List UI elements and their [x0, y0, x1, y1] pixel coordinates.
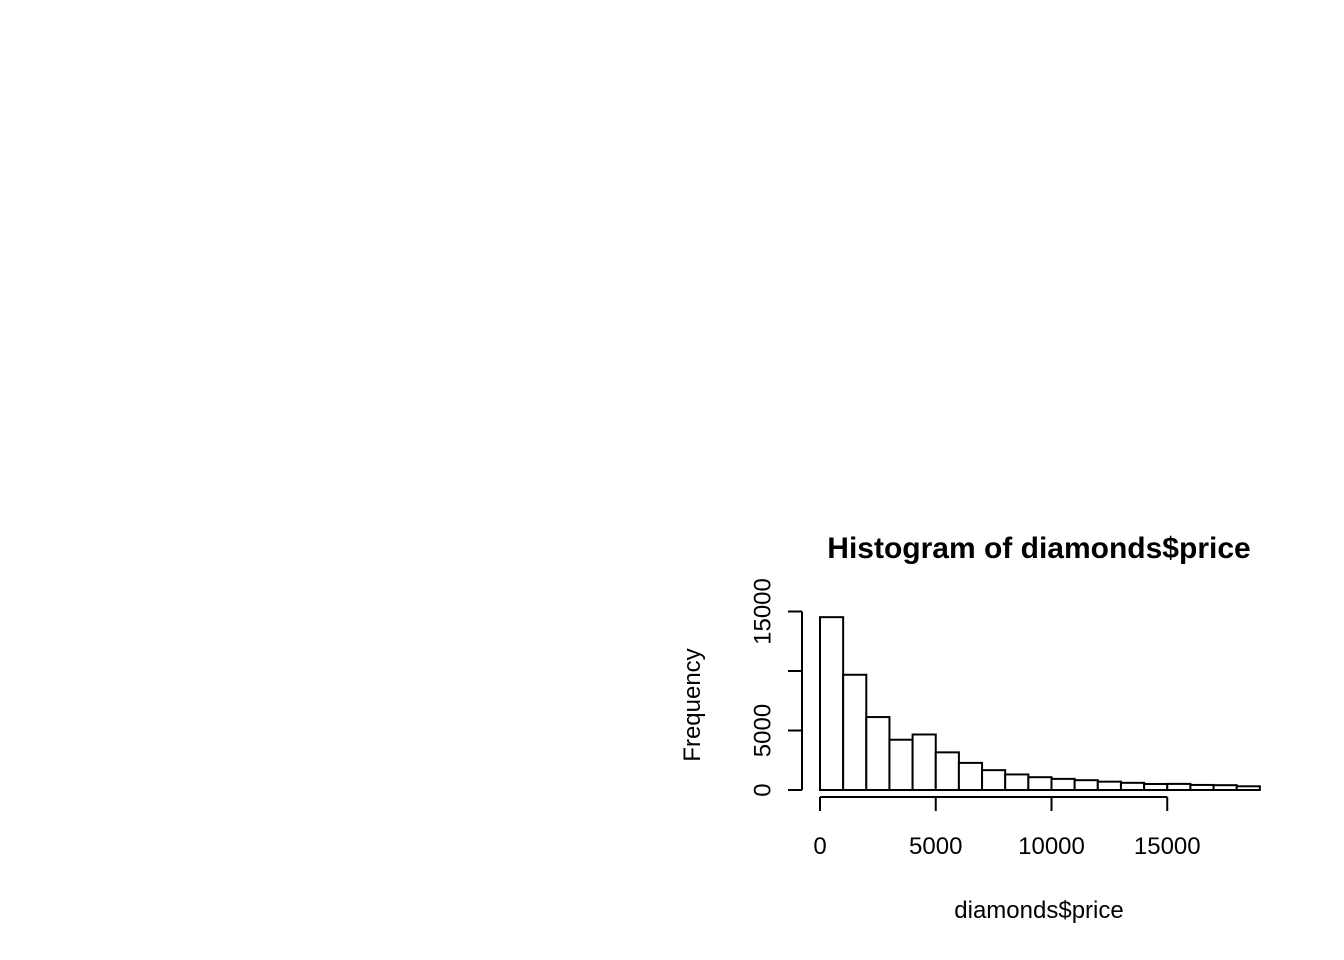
x-tick-label-3: 15000 [1134, 833, 1201, 860]
histogram-bar-1 [842, 673, 868, 791]
histogram-bar-6 [957, 761, 984, 791]
x-axis-ticks: 0 5000 10000 15000 [813, 797, 1201, 860]
histogram-bar-10 [1050, 777, 1076, 791]
y-axis-ticks: 0 5000 15000 [749, 578, 802, 797]
histogram-bar-8 [1004, 773, 1030, 792]
y-axis: 0 5000 15000 [749, 578, 803, 797]
chart-title: Histogram of diamonds$price [827, 532, 1250, 565]
histogram-bar-5 [934, 751, 960, 791]
histogram-bar-2 [865, 716, 891, 791]
histogram-bar-16 [1189, 783, 1215, 792]
x-tick-label-1: 5000 [909, 833, 962, 860]
x-tick-label-2: 10000 [1018, 833, 1085, 860]
histogram-bar-4 [911, 733, 937, 792]
histogram-bar-18 [1235, 785, 1261, 791]
histogram-bar-13 [1119, 781, 1146, 791]
histogram-bar-17 [1212, 784, 1238, 791]
histogram-bar-15 [1166, 782, 1192, 792]
x-tick-label-0: 0 [813, 833, 826, 860]
histogram-bars [819, 616, 1261, 792]
histogram-bar-14 [1143, 783, 1169, 791]
histogram-bar-9 [1027, 776, 1053, 792]
y-tick-label-3: 15000 [749, 578, 776, 645]
y-tick-label-0: 0 [749, 783, 776, 796]
y-axis-label: Frequency [679, 648, 706, 761]
histogram-bar-7 [981, 769, 1007, 792]
x-axis-label: diamonds$price [954, 897, 1123, 924]
histogram-bar-12 [1096, 780, 1122, 791]
histogram-bar-0 [819, 616, 845, 792]
histogram-bar-3 [888, 738, 914, 791]
x-axis: 0 5000 10000 15000 [813, 796, 1201, 860]
histogram-bar-11 [1073, 779, 1099, 791]
y-tick-label-1: 5000 [749, 704, 776, 757]
